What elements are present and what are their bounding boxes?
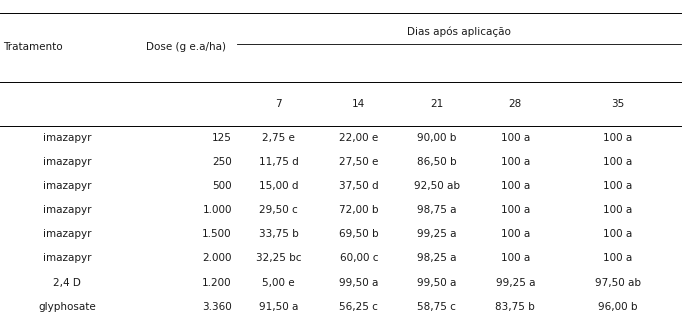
- Text: 91,50 a: 91,50 a: [259, 301, 299, 312]
- Text: 99,50 a: 99,50 a: [339, 277, 378, 288]
- Text: 72,00 b: 72,00 b: [339, 205, 378, 216]
- Text: Tratamento: Tratamento: [3, 42, 63, 52]
- Text: 11,75 d: 11,75 d: [259, 157, 299, 167]
- Text: 100 a: 100 a: [501, 205, 530, 216]
- Text: 7: 7: [275, 99, 282, 109]
- Text: 22,00 e: 22,00 e: [339, 133, 378, 143]
- Text: 58,75 c: 58,75 c: [418, 301, 456, 312]
- Text: 100 a: 100 a: [501, 157, 530, 167]
- Text: 3.360: 3.360: [202, 301, 232, 312]
- Text: Dose (g e.a/ha): Dose (g e.a/ha): [146, 42, 226, 52]
- Text: imazapyr: imazapyr: [43, 181, 92, 191]
- Text: imazapyr: imazapyr: [43, 133, 92, 143]
- Text: 100 a: 100 a: [501, 181, 530, 191]
- Text: 100 a: 100 a: [603, 253, 632, 264]
- Text: 60,00 c: 60,00 c: [340, 253, 378, 264]
- Text: imazapyr: imazapyr: [43, 205, 92, 216]
- Text: 56,25 c: 56,25 c: [339, 301, 378, 312]
- Text: 125: 125: [212, 133, 232, 143]
- Text: 92,50 ab: 92,50 ab: [414, 181, 460, 191]
- Text: 100 a: 100 a: [603, 229, 632, 240]
- Text: 37,50 d: 37,50 d: [339, 181, 378, 191]
- Text: 100 a: 100 a: [603, 181, 632, 191]
- Text: 15,00 d: 15,00 d: [259, 181, 299, 191]
- Text: 99,50 a: 99,50 a: [417, 277, 457, 288]
- Text: glyphosate: glyphosate: [39, 301, 96, 312]
- Text: 32,25 bc: 32,25 bc: [256, 253, 301, 264]
- Text: 29,50 c: 29,50 c: [259, 205, 298, 216]
- Text: 2.000: 2.000: [202, 253, 232, 264]
- Text: imazapyr: imazapyr: [43, 229, 92, 240]
- Text: 33,75 b: 33,75 b: [259, 229, 299, 240]
- Text: 90,00 b: 90,00 b: [417, 133, 457, 143]
- Text: 98,25 a: 98,25 a: [417, 253, 457, 264]
- Text: 35: 35: [611, 99, 625, 109]
- Text: 250: 250: [212, 157, 232, 167]
- Text: 96,00 b: 96,00 b: [598, 301, 638, 312]
- Text: 27,50 e: 27,50 e: [339, 157, 378, 167]
- Text: 97,50 ab: 97,50 ab: [595, 277, 641, 288]
- Text: 86,50 b: 86,50 b: [417, 157, 457, 167]
- Text: Dias após aplicação: Dias após aplicação: [407, 27, 511, 37]
- Text: 100 a: 100 a: [603, 205, 632, 216]
- Text: 14: 14: [352, 99, 365, 109]
- Text: 2,75 e: 2,75 e: [262, 133, 295, 143]
- Text: 5,00 e: 5,00 e: [262, 277, 295, 288]
- Text: 98,75 a: 98,75 a: [417, 205, 457, 216]
- Text: 2,4 D: 2,4 D: [53, 277, 81, 288]
- Text: 28: 28: [508, 99, 522, 109]
- Text: 100 a: 100 a: [501, 133, 530, 143]
- Text: 99,25 a: 99,25 a: [495, 277, 535, 288]
- Text: 99,25 a: 99,25 a: [417, 229, 457, 240]
- Text: 500: 500: [212, 181, 232, 191]
- Text: imazapyr: imazapyr: [43, 253, 92, 264]
- Text: 1.200: 1.200: [202, 277, 232, 288]
- Text: 83,75 b: 83,75 b: [495, 301, 535, 312]
- Text: 1.500: 1.500: [202, 229, 232, 240]
- Text: 69,50 b: 69,50 b: [339, 229, 378, 240]
- Text: 100 a: 100 a: [501, 229, 530, 240]
- Text: 100 a: 100 a: [603, 133, 632, 143]
- Text: 1.000: 1.000: [202, 205, 232, 216]
- Text: 100 a: 100 a: [603, 157, 632, 167]
- Text: 100 a: 100 a: [501, 253, 530, 264]
- Text: imazapyr: imazapyr: [43, 157, 92, 167]
- Text: 21: 21: [430, 99, 444, 109]
